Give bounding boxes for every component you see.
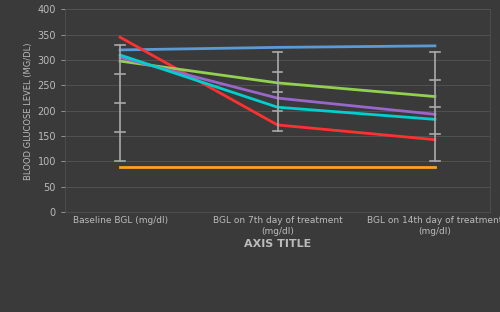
NC (432, 165, 438, 168)
CE100mg/kg (432, 95, 438, 99)
CE100mg/kg (117, 59, 123, 63)
CE200mg/kg (274, 96, 280, 100)
Line: DC: DC (120, 46, 435, 50)
Line: GLC 5mg/kg: GLC 5mg/kg (120, 37, 435, 140)
CE200mg/kg (117, 56, 123, 59)
GLC 5mg/kg (117, 35, 123, 39)
X-axis label: AXIS TITLE: AXIS TITLE (244, 238, 311, 248)
GLC 5mg/kg (274, 123, 280, 127)
DC (274, 46, 280, 49)
Line: CE400mg/kg: CE400mg/kg (120, 55, 435, 119)
DC (432, 44, 438, 48)
CE400mg/kg (117, 53, 123, 57)
CE400mg/kg (274, 105, 280, 109)
Y-axis label: BLOOD GLUCOSE LEVEL (MG/DL): BLOOD GLUCOSE LEVEL (MG/DL) (24, 42, 33, 179)
NC (274, 165, 280, 168)
CE100mg/kg (274, 81, 280, 85)
DC (117, 48, 123, 52)
CE200mg/kg (432, 112, 438, 116)
NC (117, 165, 123, 168)
CE400mg/kg (432, 118, 438, 121)
Line: CE200mg/kg: CE200mg/kg (120, 57, 435, 114)
Line: CE100mg/kg: CE100mg/kg (120, 61, 435, 97)
GLC 5mg/kg (432, 138, 438, 142)
